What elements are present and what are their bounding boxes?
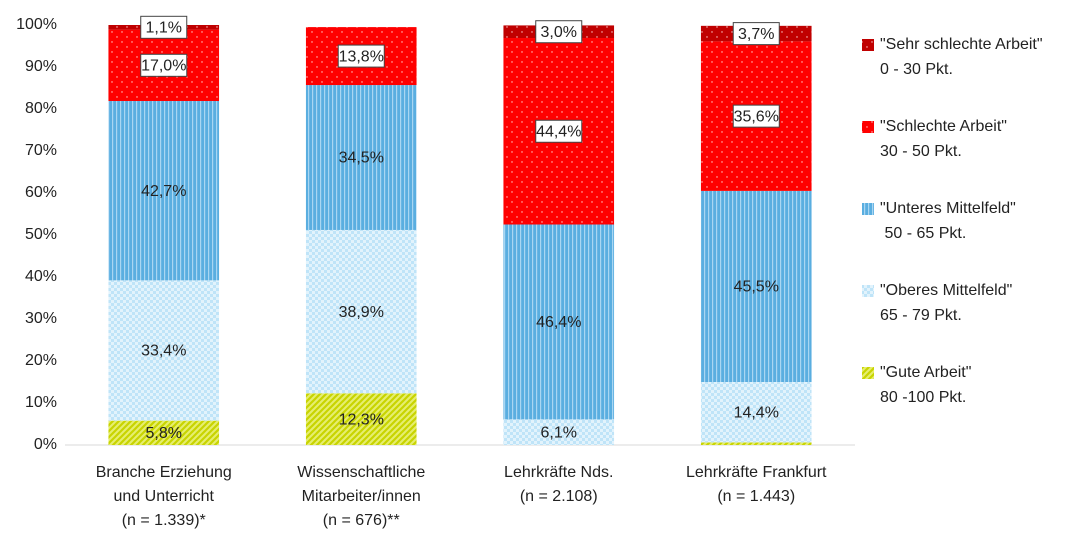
x-tick-label: Lehrkräfte Nds. (n = 2.108) [504, 464, 613, 505]
bar-segment [108, 101, 220, 281]
data-label: 1,1% [146, 20, 182, 37]
y-tick-label: 70% [25, 142, 57, 159]
bar-segment [503, 419, 615, 445]
label-box [535, 119, 583, 143]
bar-segment [700, 190, 812, 382]
bar-segment [305, 393, 417, 445]
data-label: 13,8% [339, 48, 384, 65]
label-box [535, 20, 583, 44]
y-tick-label: 60% [25, 184, 57, 201]
legend-label: "Schlechte Arbeit" [880, 118, 1007, 135]
x-tick-label: Lehrkräfte Frankfurt (n = 1.443) [686, 464, 827, 505]
label-box [732, 104, 780, 128]
y-tick-label: 80% [25, 100, 57, 117]
legend-range: 30 - 50 Pkt. [880, 143, 962, 160]
label-box [337, 44, 385, 68]
data-label: 44,4% [536, 123, 581, 140]
legend-label: "Unteres Mittelfeld" [880, 200, 1016, 217]
y-tick-label: 100% [16, 16, 57, 33]
data-label: 6,1% [541, 424, 577, 441]
data-label: 33,4% [141, 343, 186, 360]
legend-range: 65 - 79 Pkt. [880, 307, 962, 324]
y-tick-label: 90% [25, 58, 57, 75]
data-label: 42,7% [141, 183, 186, 200]
legend-swatch [862, 203, 874, 215]
data-label: 5,8% [146, 425, 182, 442]
y-tick-label: 50% [25, 226, 57, 243]
legend-swatch [862, 367, 874, 379]
x-tick-label: Branche Erziehung und Unterricht (n = 1.33… [96, 464, 232, 529]
bar-segment [503, 224, 615, 420]
legend-swatch [862, 285, 874, 297]
legend-swatch [862, 121, 874, 133]
data-label: 14,4% [734, 404, 779, 421]
data-label: 45,5% [734, 279, 779, 296]
legend-range: 50 - 65 Pkt. [880, 225, 966, 242]
bar-segment [700, 442, 812, 445]
bar-segment [305, 229, 417, 394]
label-box [140, 15, 188, 39]
legend-range: 0 - 30 Pkt. [880, 61, 953, 78]
y-tick-label: 20% [25, 352, 57, 369]
data-label: 35,6% [734, 108, 779, 125]
data-label: 3,7% [738, 26, 774, 43]
x-tick-label: Wissenschaftliche Mitarbeiter/innen (n = 6… [297, 464, 425, 529]
bar-segment [108, 420, 220, 445]
legend-range: 80 -100 Pkt. [880, 389, 966, 406]
y-tick-label: 30% [25, 310, 57, 327]
y-tick-label: 0% [34, 436, 57, 453]
data-label: 12,3% [339, 411, 384, 428]
data-label: 3,0% [541, 24, 577, 41]
bar-segment [305, 85, 417, 230]
legend-label: "Sehr schlechte Arbeit" [880, 36, 1043, 53]
legend-swatch [862, 39, 874, 51]
data-label: 38,9% [339, 304, 384, 321]
label-box [140, 53, 188, 77]
bar-segment [108, 280, 220, 421]
legend-label: "Oberes Mittelfeld" [880, 282, 1012, 299]
y-tick-label: 10% [25, 394, 57, 411]
legend-label: "Gute Arbeit" [880, 364, 971, 381]
data-label: 34,5% [339, 150, 384, 167]
bar-segment [700, 382, 812, 443]
data-label: 17,0% [141, 58, 186, 75]
label-box [732, 22, 780, 46]
y-tick-label: 40% [25, 268, 57, 285]
data-label: 46,4% [536, 314, 581, 331]
